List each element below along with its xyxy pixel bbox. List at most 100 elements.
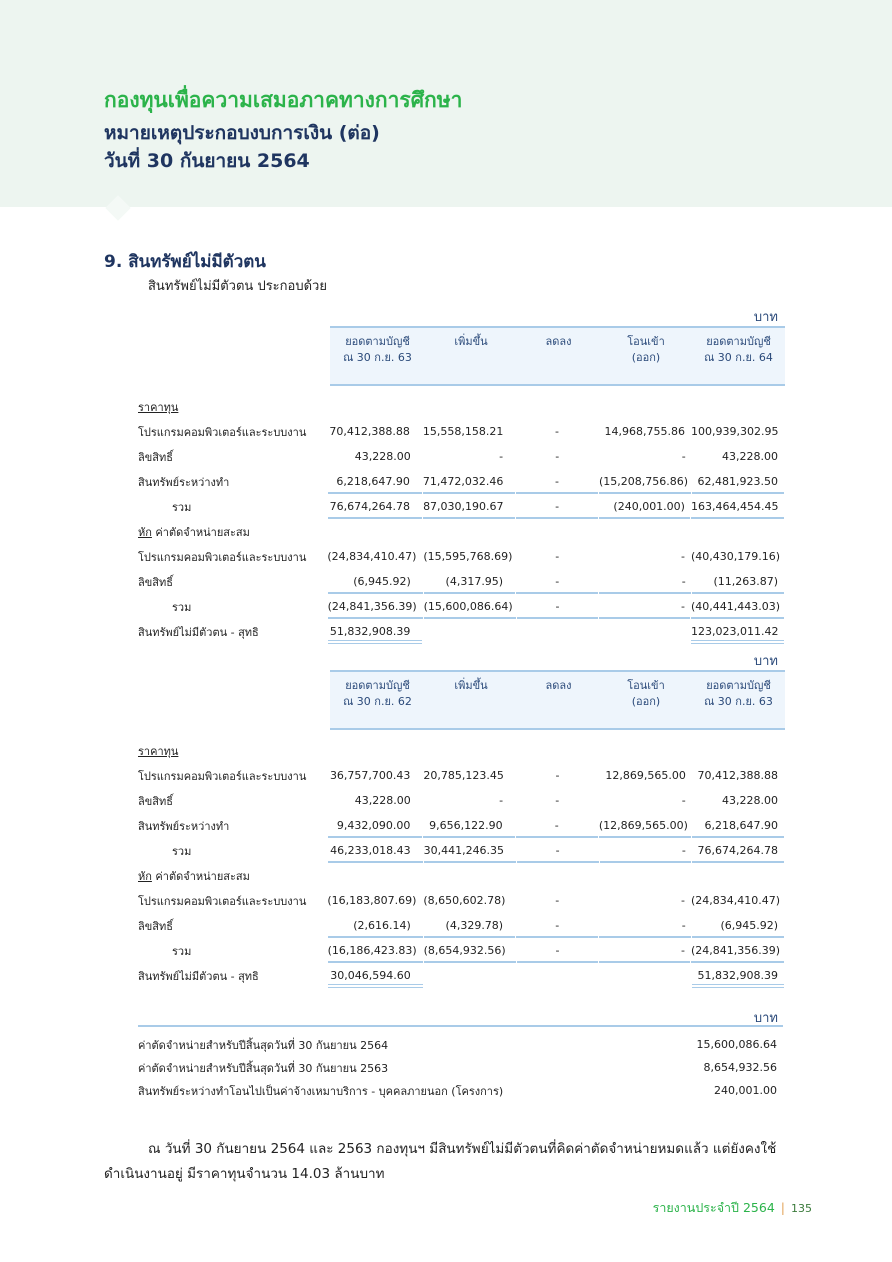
- table-row: โปรแกรมคอมพิวเตอร์และระบบงาน 36,757,700.4…: [138, 763, 785, 788]
- table-row: สินทรัพย์ไม่มีตัวตน - สุทธิ 30,046,594.60…: [138, 963, 785, 988]
- cell-value: (24,841,356.39): [327, 594, 423, 619]
- cell-value: -: [516, 838, 599, 863]
- footer-separator: |: [780, 1200, 785, 1215]
- row-label-text: รวม: [172, 844, 192, 858]
- row-label: รวม: [138, 842, 328, 860]
- cell-value: -: [555, 769, 560, 782]
- cell-value: 163,464,454.45: [690, 494, 784, 519]
- page-date: วันที่ 30 กันยายน 2564: [104, 150, 310, 172]
- cell-value: -: [516, 938, 599, 963]
- cell-value: (24,834,410.47): [327, 550, 417, 563]
- cell-value: (4,317.95): [423, 569, 516, 594]
- row-label-text: รวม: [172, 944, 192, 958]
- row-label-text: ค่าตัดจำหน่ายสะสม: [155, 525, 250, 539]
- row-label: รวม: [138, 498, 328, 516]
- summary-row: ค่าตัดจำหน่ายสำหรับปีสิ้นสุดวันที่ 30 กั…: [138, 1056, 783, 1079]
- cell-value: (12,869,565.00): [598, 813, 691, 838]
- row-label-text: ลิขสิทธิ์: [138, 794, 173, 808]
- cell-value: 20,785,123.45: [423, 769, 504, 782]
- column-header: ลดลง: [545, 335, 572, 348]
- cell-value: -: [599, 913, 691, 938]
- cell-value: [599, 963, 690, 988]
- summary-row: สินทรัพย์ระหว่างทำโอนไปเป็นค่าจ้างเหมาบร…: [138, 1079, 783, 1102]
- cell-value: 36,757,700.43: [329, 769, 411, 782]
- cell-value: 51,832,908.39: [328, 619, 423, 644]
- column-headers: ยอดตามบัญชี ณ 30 ก.ย. 62 เพิ่มขึ้น ลดลง โอน…: [330, 670, 785, 730]
- cell-value: -: [515, 469, 598, 494]
- row-label-text: ลิขสิทธิ์: [138, 919, 173, 933]
- page-number: 135: [791, 1202, 812, 1215]
- table-row: รวม (24,841,356.39) (15,600,086.64) - - (40,4…: [138, 594, 785, 619]
- row-label: โปรแกรมคอมพิวเตอร์และระบบงาน: [138, 423, 328, 441]
- row-label: ราคาทุน: [138, 398, 330, 416]
- section-row: หัก ค่าตัดจำหน่ายสะสม: [138, 863, 785, 888]
- cell-value: 12,869,565.00: [605, 769, 686, 782]
- cell-value: (15,208,756.86): [598, 469, 691, 494]
- cell-value: [516, 963, 598, 988]
- row-label: ลิขสิทธิ์: [138, 448, 328, 466]
- cell-value: 51,832,908.39: [691, 963, 785, 988]
- row-label: ราคาทุน: [138, 742, 330, 760]
- cell-value: -: [499, 794, 504, 807]
- cell-value: (15,600,086.64): [423, 594, 516, 619]
- row-label-text: สินทรัพย์ระหว่างทำ: [138, 475, 230, 489]
- row-label-prefix: หัก: [138, 869, 152, 883]
- summary-label: ค่าตัดจำหน่ายสำหรับปีสิ้นสุดวันที่ 30 กั…: [138, 1038, 389, 1052]
- row-label: โปรแกรมคอมพิวเตอร์และระบบงาน: [138, 892, 327, 910]
- table-row: สินทรัพย์ระหว่างทำ 6,218,647.90 71,472,032…: [138, 469, 785, 494]
- row-label-text: ลิขสิทธิ์: [138, 450, 173, 464]
- row-label: รวม: [138, 942, 328, 960]
- cell-value: 62,481,923.50: [691, 469, 784, 494]
- page-subtitle: หมายเหตุประกอบงบการเงิน (ต่อ): [104, 122, 380, 144]
- org-title: กองทุนเพื่อความเสมอภาคทางการศึกษา: [104, 88, 463, 112]
- unit-label: บาท: [753, 654, 778, 669]
- cell-value: [516, 619, 598, 644]
- cell-value: -: [516, 494, 599, 519]
- cell-value: (6,945.92): [328, 569, 423, 594]
- cell-value: 30,046,594.60: [328, 963, 423, 988]
- column-header: ยอดตามบัญชี ณ 30 ก.ย. 63: [704, 679, 773, 708]
- cell-value: -: [681, 450, 686, 463]
- table-row: โปรแกรมคอมพิวเตอร์และระบบงาน 70,412,388.8…: [138, 419, 785, 444]
- row-label: รวม: [138, 598, 328, 616]
- cell-value: 14,968,755.86: [604, 425, 685, 438]
- cell-value: -: [515, 813, 598, 838]
- row-label: หัก ค่าตัดจำหน่ายสะสม: [138, 523, 330, 541]
- summary-value: 8,654,932.56: [703, 1061, 777, 1074]
- row-label: หัก ค่าตัดจำหน่ายสะสม: [138, 867, 330, 885]
- row-label: สินทรัพย์ไม่มีตัวตน - สุทธิ: [138, 967, 328, 985]
- cell-value: -: [599, 838, 691, 863]
- cell-value: [424, 963, 515, 988]
- row-label-text: ลิขสิทธิ์: [138, 575, 173, 589]
- cell-value: (24,841,356.39): [691, 938, 784, 963]
- header-band: [0, 0, 892, 207]
- row-label-text: โปรแกรมคอมพิวเตอร์และระบบงาน: [138, 769, 307, 783]
- cell-value: -: [555, 550, 560, 563]
- column-header: เพิ่มขึ้น: [454, 335, 488, 348]
- section-row: หัก ค่าตัดจำหน่ายสะสม: [138, 519, 785, 544]
- row-label-text: โปรแกรมคอมพิวเตอร์และระบบงาน: [138, 894, 307, 908]
- row-label: โปรแกรมคอมพิวเตอร์และระบบงาน: [138, 767, 328, 785]
- cell-value: 6,218,647.90: [327, 469, 422, 494]
- summary-value: 15,600,086.64: [696, 1038, 777, 1051]
- cell-value: (11,263.87): [691, 569, 785, 594]
- cell-value: 6,218,647.90: [691, 813, 784, 838]
- cell-value: 43,228.00: [354, 450, 411, 463]
- table-row: รวม 76,674,264.78 87,030,190.67- (240,001.0…: [138, 494, 785, 519]
- table-row: รวม 46,233,018.43 30,441,246.35- -76,674,26…: [138, 838, 785, 863]
- summary-label: สินทรัพย์ระหว่างทำโอนไปเป็นค่าจ้างเหมาบร…: [138, 1084, 504, 1098]
- row-label-text: สินทรัพย์ไม่มีตัวตน - สุทธิ: [138, 969, 259, 983]
- cell-value: -: [599, 594, 690, 619]
- row-label-text: โปรแกรมคอมพิวเตอร์และระบบงาน: [138, 550, 307, 564]
- row-label: สินทรัพย์ระหว่างทำ: [138, 473, 328, 491]
- column-header: ยอดตามบัญชี ณ 30 ก.ย. 64: [704, 335, 773, 364]
- row-label-text: โปรแกรมคอมพิวเตอร์และระบบงาน: [138, 425, 307, 439]
- summary-value: 240,001.00: [714, 1084, 777, 1097]
- cell-value: 76,674,264.78: [691, 838, 784, 863]
- cell-value: (240,001.00): [599, 494, 690, 519]
- row-label-text: ราคาทุน: [138, 400, 179, 414]
- cell-value: [599, 619, 690, 644]
- cell-value: (8,650,602.78): [423, 894, 506, 907]
- row-label: โปรแกรมคอมพิวเตอร์และระบบงาน: [138, 548, 327, 566]
- cell-value: -: [681, 550, 685, 563]
